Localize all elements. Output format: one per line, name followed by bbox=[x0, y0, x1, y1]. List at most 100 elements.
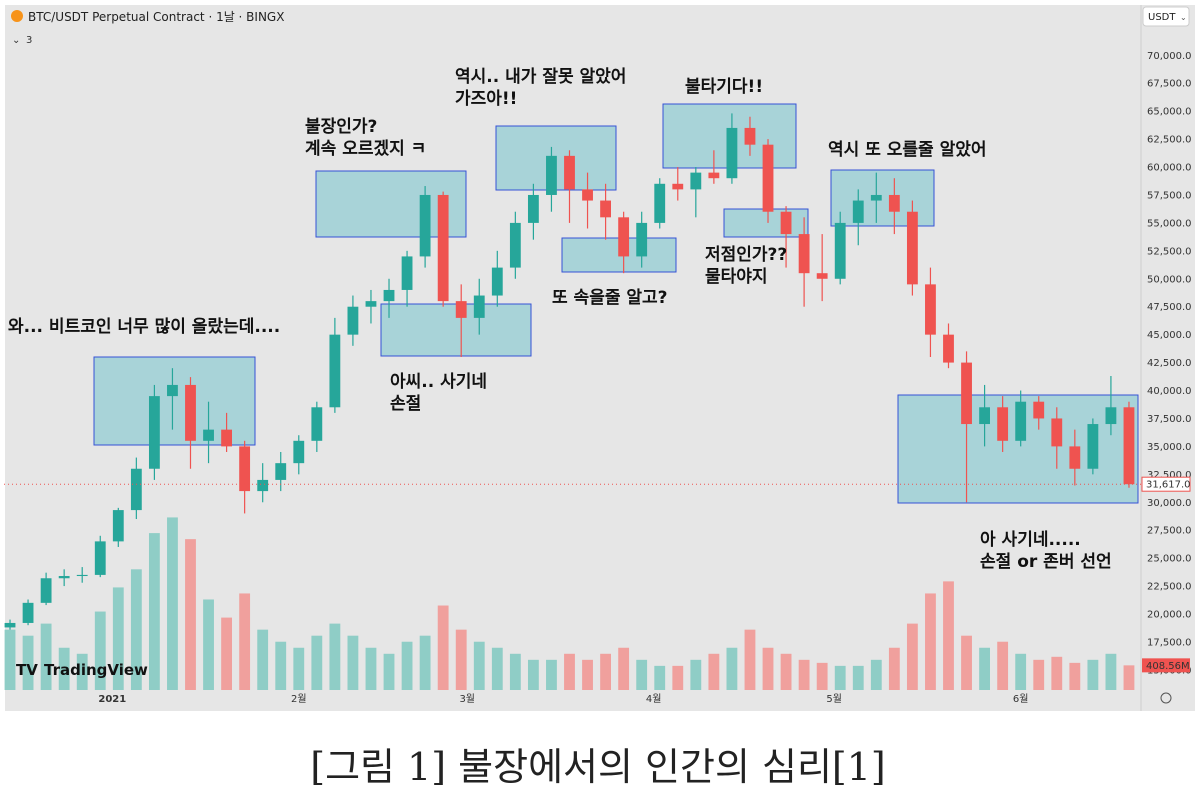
candle-body bbox=[491, 267, 503, 296]
candle-body bbox=[40, 578, 52, 603]
annotation-text: 역시.. 내가 잘못 알았어 bbox=[455, 66, 626, 87]
candle-body bbox=[437, 194, 449, 302]
candle-body bbox=[762, 144, 774, 212]
x-tick-label: 4월 bbox=[646, 693, 662, 705]
candle-body bbox=[979, 407, 991, 425]
candle-body bbox=[546, 155, 557, 195]
annotation-text: 손절 or 존버 선언 bbox=[980, 551, 1112, 572]
last-price-label: 31,617.0 bbox=[1146, 480, 1191, 491]
volume-bar bbox=[1033, 659, 1045, 690]
volume-bar bbox=[816, 662, 828, 690]
candle-body bbox=[383, 289, 395, 302]
candle-body bbox=[708, 172, 720, 179]
candle-body bbox=[816, 273, 828, 279]
y-tick-label: 25,000.0 bbox=[1147, 554, 1192, 565]
volume-bar bbox=[401, 641, 413, 690]
volume-bar bbox=[564, 653, 575, 690]
volume-bar bbox=[798, 659, 810, 690]
last-price-tag bbox=[1141, 476, 1191, 492]
y-tick-label: 45,000.0 bbox=[1147, 330, 1192, 341]
annotation-text: 저점인가?? bbox=[705, 245, 787, 265]
settings-button[interactable] bbox=[1160, 692, 1172, 704]
volume-bar bbox=[239, 593, 251, 690]
x-tick-label: 2021 bbox=[98, 694, 126, 705]
volume-bar bbox=[130, 569, 142, 690]
candle-body bbox=[925, 284, 936, 335]
volume-bar bbox=[167, 517, 178, 690]
volume-bar bbox=[834, 665, 846, 690]
volume-bar bbox=[943, 581, 954, 690]
volume-bar bbox=[347, 635, 359, 690]
volume-bar bbox=[997, 641, 1009, 690]
annotation-text: 손절 bbox=[390, 393, 421, 414]
chart-title: BTC/USDT Perpetual Contract · 1날 · BINGX bbox=[28, 10, 284, 24]
y-tick-label: 57,500.0 bbox=[1147, 190, 1192, 201]
annotation-box bbox=[723, 208, 809, 238]
candle-body bbox=[870, 194, 882, 201]
volume-bar bbox=[1123, 665, 1135, 690]
candle-layer bbox=[4, 113, 1135, 630]
y-tick-label: 22,500.0 bbox=[1147, 582, 1192, 593]
volume-bar bbox=[527, 659, 539, 690]
candle-body bbox=[58, 576, 70, 579]
candle-body bbox=[726, 127, 738, 179]
annotation-text: 물타야지 bbox=[705, 267, 768, 287]
annotation-text: 역시 또 오를줄 알았어 bbox=[828, 140, 987, 160]
volume-bar bbox=[1087, 659, 1099, 690]
volume-bar bbox=[311, 635, 323, 690]
y-tick-label: 42,500.0 bbox=[1147, 358, 1192, 369]
candle-body bbox=[961, 362, 972, 425]
volume-bar bbox=[925, 593, 936, 690]
candle-body bbox=[167, 384, 178, 397]
volume-bar bbox=[906, 623, 918, 690]
annotation-text: 와... 비트코인 너무 많이 올랐는데.... bbox=[8, 317, 280, 337]
currency-caret[interactable]: ⌄ bbox=[1180, 13, 1187, 22]
volume-bar bbox=[600, 653, 612, 690]
candle-body bbox=[473, 295, 485, 318]
y-tick-label: 30,000.0 bbox=[1147, 498, 1192, 509]
indicator-toggle[interactable]: ⌄ bbox=[12, 35, 20, 46]
volume-bar bbox=[1069, 662, 1081, 690]
volume-bar bbox=[780, 653, 792, 690]
watermark: TradingView bbox=[44, 661, 148, 679]
candle-body bbox=[221, 429, 233, 447]
y-tick-label: 40,000.0 bbox=[1147, 386, 1192, 397]
candle-body bbox=[112, 510, 124, 542]
annotation-box bbox=[830, 169, 935, 227]
volume-bar bbox=[437, 605, 449, 690]
volume-bar bbox=[852, 665, 864, 690]
volume-bar bbox=[94, 611, 106, 690]
annotation-layer: 와... 비트코인 너무 많이 올랐는데.... 불장인가?계속 오르겠지 ㅋ 아씨… bbox=[8, 66, 1112, 572]
candle-body bbox=[1033, 401, 1045, 419]
candle-body bbox=[22, 602, 34, 623]
candle-body bbox=[239, 446, 251, 492]
volume-bar bbox=[618, 647, 630, 690]
volume-bar bbox=[744, 629, 756, 690]
candle-body bbox=[148, 396, 160, 469]
volume-bar bbox=[708, 653, 720, 690]
candle-body bbox=[275, 463, 287, 480]
symbol-icon bbox=[11, 10, 23, 22]
x-tick-label: 6월 bbox=[1013, 693, 1029, 705]
candle-body bbox=[582, 189, 593, 201]
candle-body bbox=[509, 222, 521, 268]
indicator-count[interactable]: 3 bbox=[26, 35, 32, 46]
volume-bar bbox=[979, 647, 991, 690]
candle-body bbox=[347, 306, 359, 335]
currency-select[interactable] bbox=[1142, 6, 1190, 27]
volume-bar bbox=[455, 629, 467, 690]
currency-label[interactable]: USDT bbox=[1148, 12, 1176, 23]
candle-body bbox=[76, 574, 88, 577]
volume-bar bbox=[491, 647, 503, 690]
annotation-text: 또 속을줄 알고? bbox=[552, 288, 668, 308]
volume-bar bbox=[726, 647, 738, 690]
volume-bar bbox=[257, 629, 269, 690]
y-tick-label: 37,500.0 bbox=[1147, 414, 1192, 425]
volume-bar bbox=[762, 647, 774, 690]
candle-body bbox=[906, 211, 918, 285]
candle-body bbox=[329, 334, 341, 408]
x-tick-label: 3월 bbox=[459, 693, 475, 705]
volume-bar bbox=[509, 653, 521, 690]
candle-body bbox=[293, 440, 305, 464]
